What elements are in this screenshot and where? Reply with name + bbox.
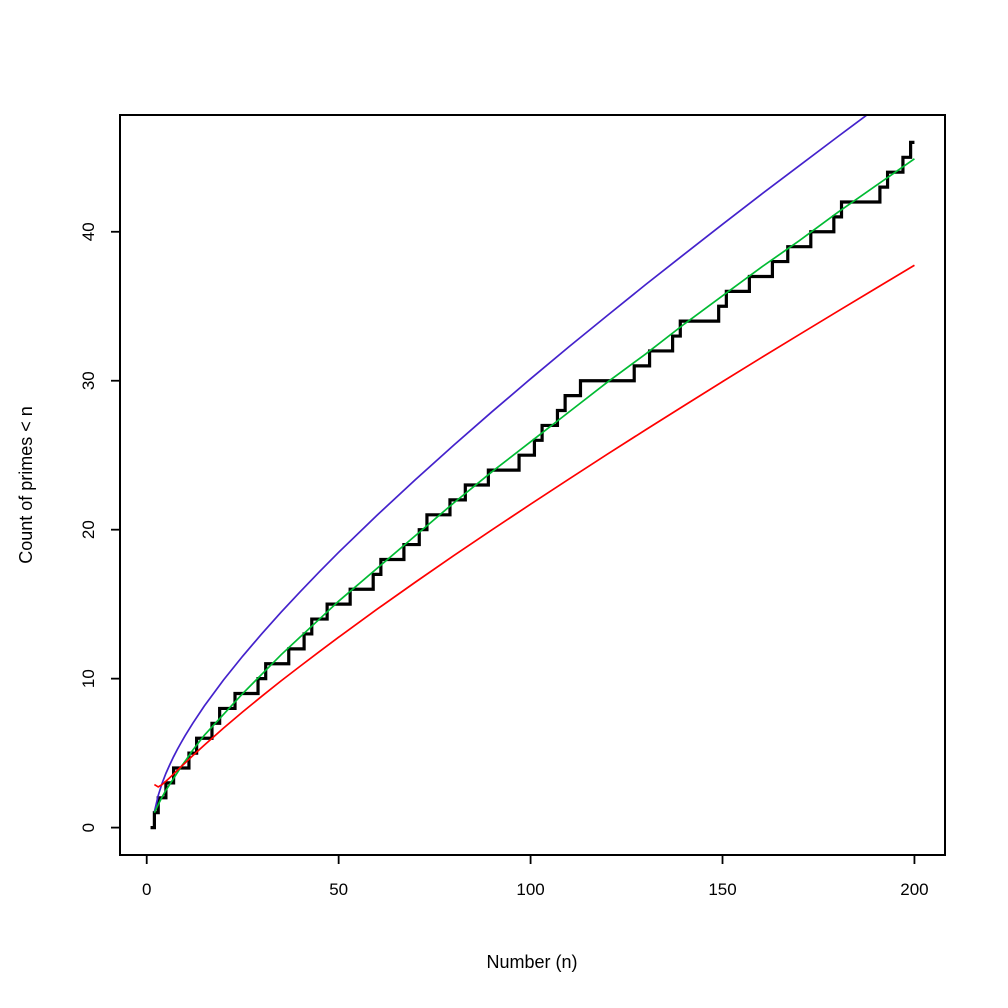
x-tick-label: 150 <box>708 880 736 899</box>
x-tick-label: 0 <box>142 880 151 899</box>
plot-layer: 0 50 100 150 200 0 10 20 30 40 <box>79 114 946 899</box>
series-riemann-approximation <box>153 158 915 814</box>
y-axis-title: Count of primes < n <box>16 406 36 564</box>
series-logarithmic-integral <box>153 115 869 813</box>
y-tick-label: 20 <box>79 520 98 539</box>
y-tick-label: 0 <box>79 823 98 832</box>
x-tick-label: 200 <box>900 880 928 899</box>
y-tick-label: 40 <box>79 222 98 241</box>
series-prime-count-step <box>150 140 915 830</box>
y-tick-label: 30 <box>79 371 98 390</box>
series-n-over-log-n <box>153 264 915 788</box>
y-tick-label: 10 <box>79 669 98 688</box>
plot-box <box>119 114 946 856</box>
x-tick-label: 100 <box>516 880 544 899</box>
x-axis-title: Number (n) <box>486 952 577 972</box>
x-tick-label: 50 <box>329 880 348 899</box>
